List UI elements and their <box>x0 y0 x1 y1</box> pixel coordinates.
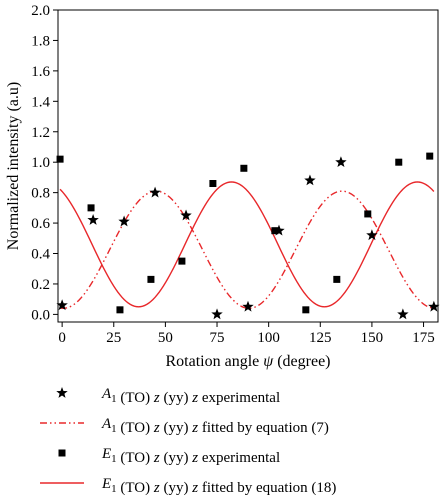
square-point <box>178 257 186 265</box>
star-point <box>335 156 347 168</box>
square-point <box>426 152 434 160</box>
star-point <box>180 209 192 221</box>
x-tick-label: 100 <box>257 330 280 346</box>
square-point <box>271 227 279 235</box>
y-tick-label: 1.6 <box>31 64 50 80</box>
y-axis-title: Normalized intensity (a.u) <box>5 82 22 250</box>
y-tick-label: 0.4 <box>31 247 50 263</box>
y-tick-label: 0.2 <box>31 277 50 293</box>
star-point <box>87 214 99 225</box>
square-point <box>56 155 64 163</box>
square-point <box>87 204 95 212</box>
y-tick-label: 1.8 <box>31 33 50 49</box>
square-point <box>240 164 248 172</box>
square-point <box>333 275 341 283</box>
y-tick-label: 0.0 <box>31 307 50 323</box>
legend-label: E1 (TO) z (yy) z experimental <box>101 446 280 466</box>
star-point <box>56 299 68 311</box>
star-point <box>149 186 161 198</box>
y-tick-label: 2.0 <box>31 3 50 19</box>
legend-label: E1 (TO) z (yy) z fitted by equation (18) <box>101 476 336 496</box>
square-point <box>364 210 372 218</box>
axis-labels: 0 25 50 75 100 125 150 175 0.0 0.2 0.4 0.6 0.8 1.0 1.2… <box>5 3 435 370</box>
axes <box>53 9 439 327</box>
legend-label: A1 (TO) z (yy) z experimental <box>101 386 280 406</box>
square-point <box>147 275 155 283</box>
x-tick-label: 25 <box>106 330 121 346</box>
square-point <box>302 306 310 314</box>
series-line-3 <box>59 181 435 308</box>
square-point <box>209 180 217 188</box>
legend-square-icon <box>58 449 66 457</box>
legend: A1 (TO) z (yy) z experimental A1 (TO) z (… <box>40 386 336 496</box>
star-point <box>428 300 440 312</box>
legend-star-icon <box>56 387 68 398</box>
star-point <box>242 300 254 312</box>
star-point <box>397 308 409 320</box>
square-point <box>116 306 124 314</box>
star-point <box>118 215 130 227</box>
y-tick-label: 0.8 <box>31 186 50 202</box>
x-tick-label: 125 <box>309 330 332 346</box>
x-tick-label: 75 <box>210 330 225 346</box>
square-point <box>395 158 403 166</box>
star-point <box>304 174 316 186</box>
x-tick-label: 150 <box>361 330 384 346</box>
x-axis-title: Rotation angle ψ (degree) <box>166 353 331 370</box>
x-tick-label: 175 <box>412 330 435 346</box>
x-tick-label: 50 <box>158 330 173 346</box>
y-tick-label: 1.2 <box>31 125 50 141</box>
chart-marks <box>56 152 440 320</box>
star-point <box>211 308 223 320</box>
y-tick-label: 1.4 <box>31 94 50 110</box>
y-tick-label: 1.0 <box>31 155 50 171</box>
plot-frame <box>57 9 439 323</box>
legend-label: A1 (TO) z (yy) z fitted by equation (7) <box>101 416 329 436</box>
star-point <box>366 229 378 241</box>
x-tick-label: 0 <box>58 330 66 346</box>
star-point <box>273 224 285 236</box>
y-tick-label: 0.6 <box>31 216 50 232</box>
